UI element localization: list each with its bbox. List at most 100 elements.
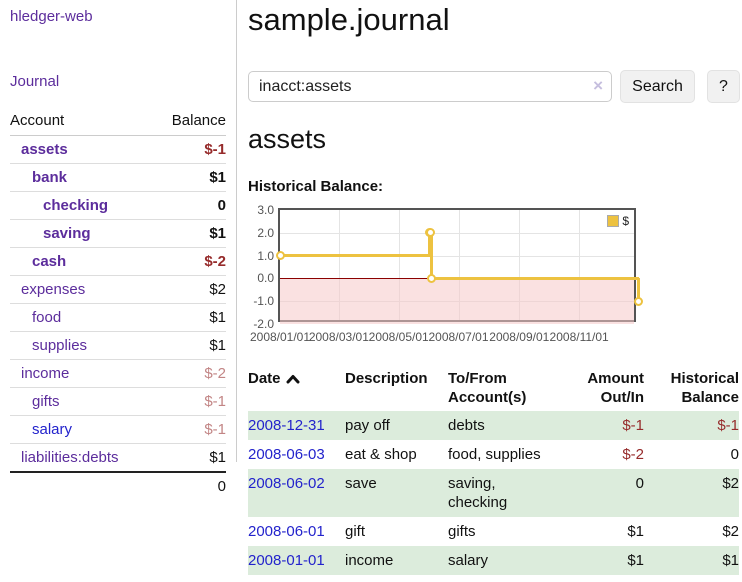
account-link-cash[interactable]: cash [32, 253, 67, 270]
transaction-amount: $-1 [560, 411, 644, 440]
search-input[interactable] [248, 71, 612, 102]
account-link-checking[interactable]: checking [43, 197, 109, 214]
y-axis-tick-label: 1.0 [257, 248, 274, 263]
series-line-segment [427, 232, 431, 256]
account-balance: $2 [154, 275, 226, 304]
main-content: sample.journal × Search ? assets Histori… [237, 0, 742, 575]
accounts-total-row: 0 [10, 471, 226, 500]
x-axis-tick-label: 2008/07/01 [428, 330, 489, 344]
account-link-supplies[interactable]: supplies [32, 337, 88, 354]
account-balance: $-1 [154, 387, 226, 416]
transaction-accounts: saving, checking [448, 469, 560, 517]
account-row: expenses $2 [10, 275, 226, 304]
account-link-bank[interactable]: bank [32, 169, 68, 186]
account-balance: $-2 [154, 247, 226, 276]
account-link-food[interactable]: food [32, 309, 62, 326]
account-link-income[interactable]: income [21, 365, 70, 382]
transaction-date-link[interactable]: 2008-06-03 [248, 446, 325, 463]
register-row[interactable]: 2008-01-01 income salary $1 $1 [248, 546, 739, 575]
account-row: cash $-2 [10, 247, 226, 276]
transaction-date-link[interactable]: 2008-12-31 [248, 417, 325, 434]
x-axis-tick-label: 2008/09/01 [489, 330, 550, 344]
search-input-wrap: × [248, 71, 612, 102]
transaction-date-link[interactable]: 2008-06-01 [248, 523, 325, 540]
account-row: food $1 [10, 303, 226, 332]
account-balance: $1 [154, 303, 226, 332]
x-axis-tick-label: 2008/11/01 [549, 330, 609, 344]
gridline [519, 210, 521, 320]
register-row[interactable]: 2008-06-02 save saving, checking 0 $2 [248, 469, 739, 517]
chart-plot-area: $ [275, 208, 643, 324]
gridline [338, 210, 340, 320]
transaction-balance: 0 [730, 446, 739, 463]
transaction-description: eat & shop [345, 446, 417, 463]
transaction-accounts: debts [448, 411, 560, 440]
transaction-balance: $1 [644, 546, 739, 575]
transaction-accounts: salary [448, 546, 560, 575]
chart-legend: $ [607, 214, 629, 228]
gridline [398, 210, 400, 320]
account-balance: $1 [154, 331, 226, 360]
transaction-date-link[interactable]: 2008-01-01 [248, 552, 325, 569]
y-axis-tick-label: -1.0 [253, 294, 274, 309]
gridline [280, 232, 634, 234]
account-link-assets[interactable]: assets [21, 141, 68, 158]
legend-label: $ [622, 214, 629, 228]
balance-column-header: Balance [154, 107, 226, 136]
account-balance: $1 [154, 443, 226, 472]
account-balance: $-2 [154, 359, 226, 388]
account-link-gifts[interactable]: gifts [32, 393, 60, 410]
page-title: sample.journal [248, 2, 450, 37]
x-axis-tick-label: 2008/01/01 [249, 330, 311, 344]
y-axis-tick-label: 0.0 [257, 271, 274, 286]
y-axis-tick-label: 3.0 [257, 203, 274, 217]
account-row: income $-2 [10, 359, 226, 388]
account-row: liabilities:debts $1 [10, 443, 226, 472]
register-header-description: Description [345, 370, 428, 387]
account-link-salary[interactable]: salary [32, 421, 73, 438]
account-link-saving[interactable]: saving [43, 225, 91, 242]
transaction-description: gift [345, 523, 366, 540]
nav-journal-link[interactable]: Journal [10, 73, 60, 90]
data-point-marker [425, 228, 435, 238]
transaction-amount: $-2 [622, 446, 644, 463]
account-row: gifts $-1 [10, 387, 226, 416]
accounts-table: Account Balance assets $-1 bank $1 checking 0… [10, 107, 226, 500]
register-row[interactable]: 2008-06-01 gift gifts $1 $2 [248, 517, 739, 546]
data-point-marker [426, 273, 436, 283]
y-axis-tick-label: -2.0 [253, 317, 274, 331]
x-axis-tick-label: 2008/05/01 [368, 330, 429, 344]
transaction-amount: $1 [627, 523, 644, 540]
accounts-total-spacer [10, 471, 155, 500]
account-row: checking 0 [10, 191, 226, 220]
register-row[interactable]: 2008-12-31 pay off debts $-1 $-1 [248, 411, 739, 440]
register-row[interactable]: 2008-06-03 eat & shop food, supplies $-2 0 [248, 440, 739, 469]
transaction-balance: $-1 [644, 411, 739, 440]
account-row: salary $-1 [10, 415, 226, 444]
account-link-liabilities-debts[interactable]: liabilities:debts [21, 449, 119, 466]
help-button[interactable]: ? [707, 70, 740, 103]
data-point-marker [275, 251, 285, 261]
account-balance: $1 [154, 163, 226, 192]
account-balance: $-1 [154, 415, 226, 444]
account-balance: $1 [154, 219, 226, 248]
register-table: Date Description To/From Account(s) Amou… [248, 369, 739, 575]
sidebar-nav: Journal [10, 73, 226, 90]
account-link-expenses[interactable]: expenses [21, 281, 86, 298]
app-brand-link[interactable]: hledger-web [10, 8, 93, 25]
account-balance: 0 [154, 191, 226, 220]
accounts-total-value: 0 [154, 471, 226, 500]
register-header-date[interactable]: Date [248, 369, 345, 411]
search-button[interactable]: Search [620, 70, 695, 103]
transaction-amount: 0 [560, 469, 644, 517]
transaction-balance: $2 [722, 523, 739, 540]
register-header-accounts: To/From Account(s) [448, 370, 527, 406]
x-axis-tick-label: 2008/03/01 [308, 330, 369, 344]
transaction-balance: $2 [644, 469, 739, 517]
app-brand: hledger-web [10, 8, 226, 25]
transaction-date-link[interactable]: 2008-06-02 [248, 475, 325, 492]
series-line-segment [636, 278, 640, 302]
data-point-marker [633, 296, 643, 306]
clear-search-icon[interactable]: × [593, 76, 603, 95]
chart-heading: Historical Balance: [248, 178, 384, 195]
